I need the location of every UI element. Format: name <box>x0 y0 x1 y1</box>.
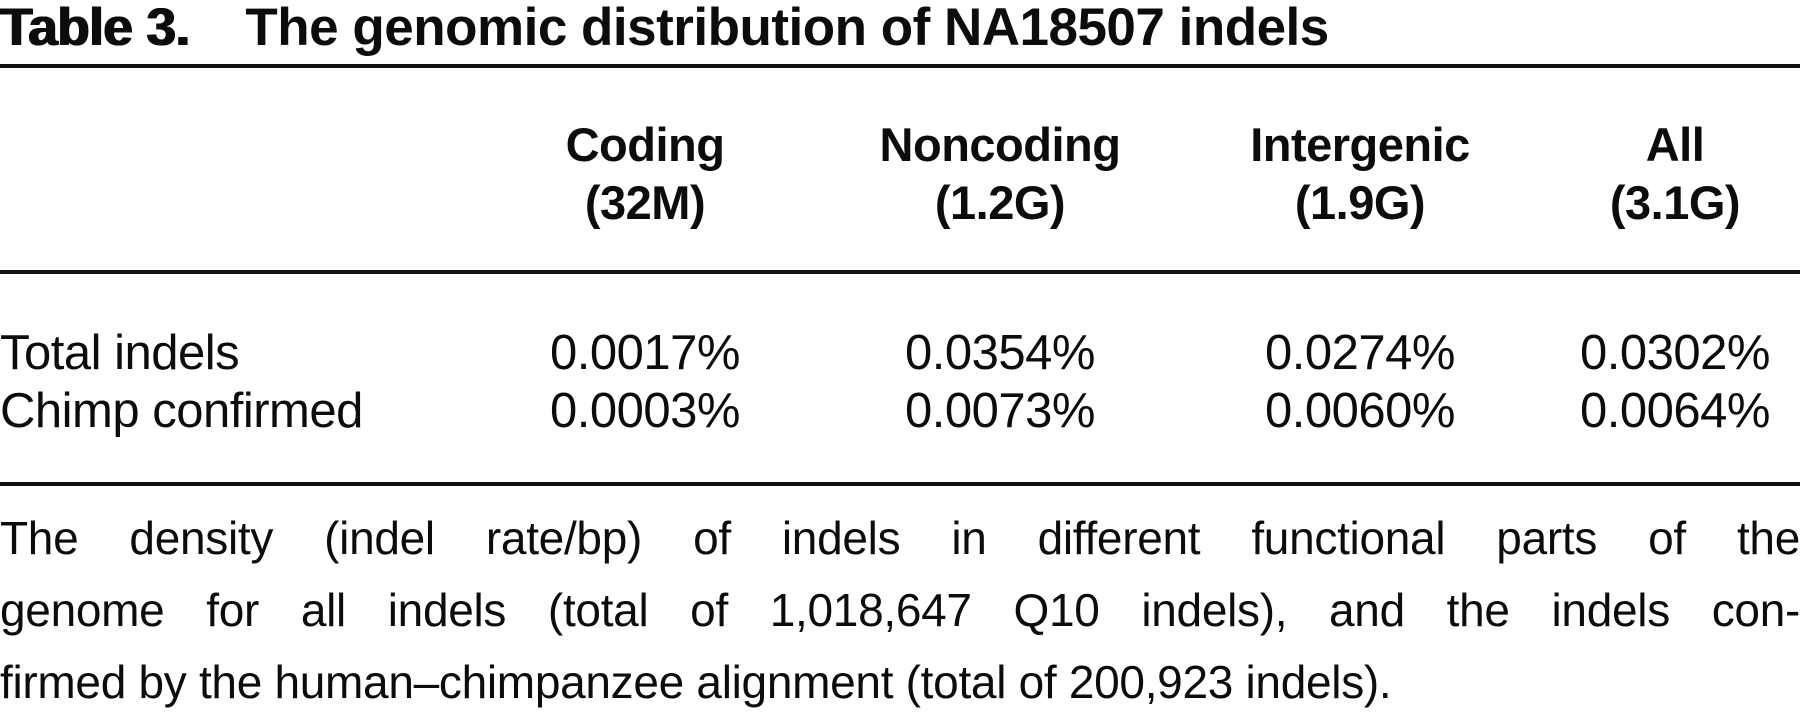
cell-value: 0.0274% <box>1265 326 1455 380</box>
table-header-row: Coding (32M) Noncoding (1.2G) Intergenic… <box>0 116 1800 232</box>
cell-value: 0.0073% <box>905 384 1095 438</box>
cell-value: 0.0060% <box>1265 384 1455 438</box>
cell-value: 0.0003% <box>550 384 740 438</box>
table-caption: The density (indel rate/bp) of indels in… <box>0 502 1800 718</box>
table-title: Table 3. The genomic distribution of NA18… <box>0 0 1800 56</box>
table-title-text: The genomic distribution of NA18507 inde… <box>245 0 1329 57</box>
column-header-name: Intergenic <box>1250 118 1470 171</box>
column-header-size: (1.2G) <box>934 176 1066 229</box>
cell-value: 0.0354% <box>905 326 1095 380</box>
header-spacer-cell <box>0 116 460 232</box>
column-header-noncoding: Noncoding (1.2G) <box>830 116 1170 232</box>
horizontal-rule-top <box>0 64 1800 68</box>
table-row-total-indels: Total indels 0.0017% 0.0354% 0.0274% 0.0… <box>0 324 1800 382</box>
column-header-size: (3.1G) <box>1609 176 1741 229</box>
column-header-size: (32M) <box>584 176 706 229</box>
caption-line-1: The density (indel rate/bp) of indels in… <box>0 512 1800 564</box>
column-header-size: (1.9G) <box>1294 176 1426 229</box>
table-row-chimp-confirmed: Chimp confirmed 0.0003% 0.0073% 0.0060% … <box>0 382 1800 440</box>
cell-value: 0.0064% <box>1580 384 1770 438</box>
column-header-intergenic: Intergenic (1.9G) <box>1170 116 1550 232</box>
column-header-coding: Coding (32M) <box>460 116 830 232</box>
column-header-name: All <box>1645 118 1705 171</box>
cell-value: 0.0302% <box>1580 326 1770 380</box>
horizontal-rule-bottom <box>0 482 1800 486</box>
horizontal-rule-header <box>0 270 1800 274</box>
row-label: Chimp confirmed <box>0 384 363 438</box>
caption-line-3: firmed by the human–chimpanzee alignment… <box>0 656 1392 708</box>
row-label: Total indels <box>0 326 240 380</box>
caption-line-2: genome for all indels (total of 1,018,64… <box>0 584 1800 636</box>
column-header-name: Coding <box>565 118 725 171</box>
table-number-label: Table 3. <box>0 0 190 57</box>
column-header-all: All (3.1G) <box>1550 116 1800 232</box>
column-header-name: Noncoding <box>879 118 1121 171</box>
cell-value: 0.0017% <box>550 326 740 380</box>
